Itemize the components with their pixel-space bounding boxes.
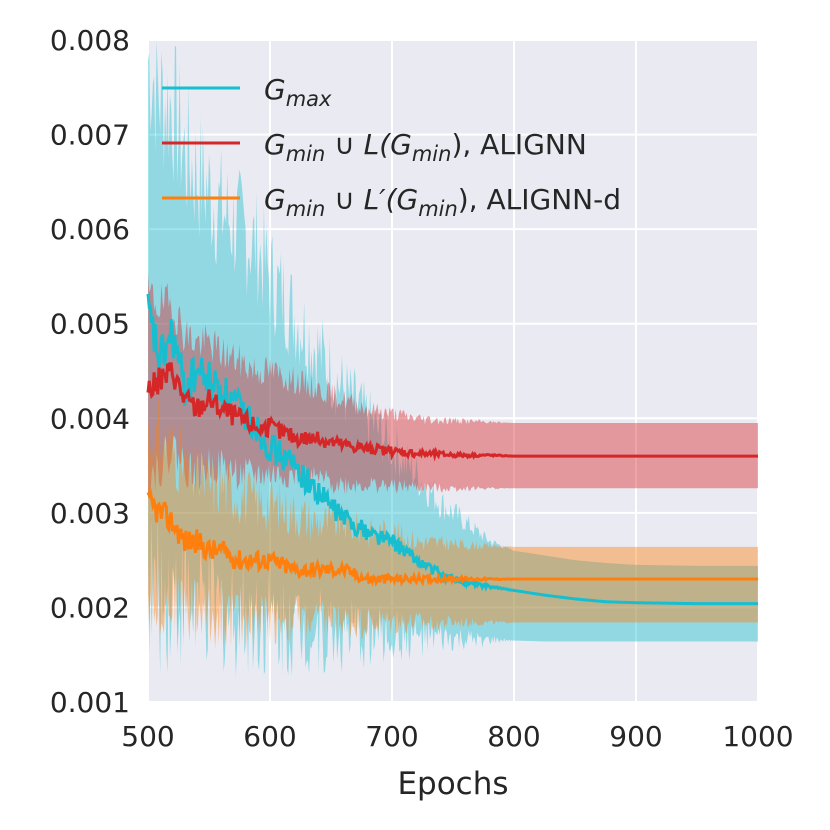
x-tick-label: 500: [121, 720, 174, 753]
series-lines: [146, 293, 758, 606]
legend-label-alignn_d: Gmin ∪ L′(Gmin), ALIGNN-d: [264, 183, 621, 221]
legend: Gmax Gmin ∪ L(Gmin), ALIGNN Gmin ∪ L′(Gmin…: [162, 73, 621, 221]
y-tick-label: 0.003: [50, 497, 130, 530]
tick-labels: 500 600 700 800 900 1000 0.001 0.002 0.003 0.004 0…: [50, 24, 794, 753]
y-tick-label: 0.001: [50, 686, 130, 719]
y-tick-label: 0.006: [50, 213, 130, 246]
x-tick-label: 600: [243, 720, 296, 753]
legend-label-gmax: Gmax: [264, 73, 332, 111]
x-tick-label: 700: [365, 720, 418, 753]
plot-background: [148, 40, 758, 702]
band-alignn_d: [148, 396, 758, 651]
y-tick-label: 0.008: [50, 24, 130, 57]
y-tick-label: 0.005: [50, 308, 130, 341]
legend-label-alignn: Gmin ∪ L(Gmin), ALIGNN: [264, 128, 587, 166]
x-tick-label: 800: [487, 720, 540, 753]
x-axis-label: Epochs: [397, 766, 508, 802]
x-tick-label: 900: [609, 720, 662, 753]
band-gmax: [148, 40, 758, 677]
line-alignn_d: [146, 487, 758, 587]
x-tick-label: 1000: [722, 720, 793, 753]
y-tick-label: 0.002: [50, 591, 130, 624]
y-tick-label: 0.004: [50, 402, 130, 435]
grid: [147, 39, 759, 703]
y-tick-label: 0.007: [50, 119, 130, 152]
line-alignn: [146, 361, 758, 462]
